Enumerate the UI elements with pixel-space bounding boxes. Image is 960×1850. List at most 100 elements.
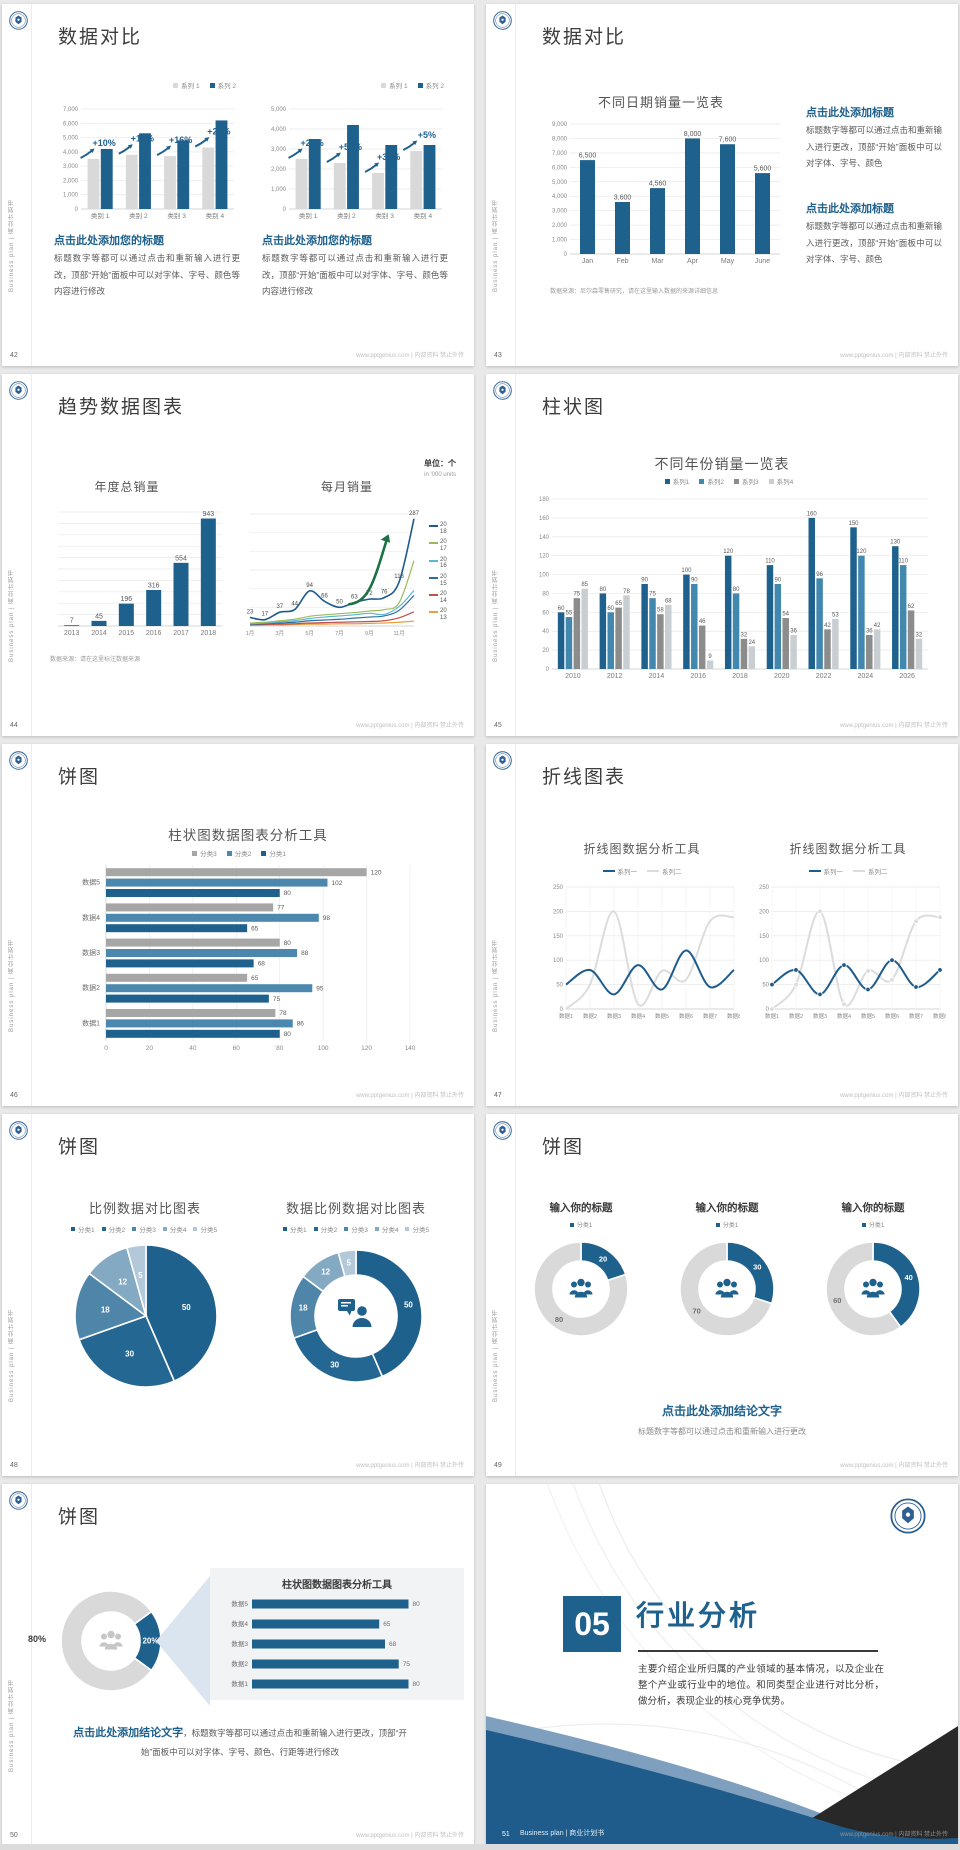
donut-heading-3: 输入你的标题 <box>841 1202 905 1214</box>
svg-text:4,000: 4,000 <box>63 150 79 156</box>
svg-text:3,600: 3,600 <box>614 195 632 202</box>
svg-text:80: 80 <box>542 591 549 597</box>
legend-label: 分类1 <box>868 1223 885 1229</box>
svg-text:18: 18 <box>101 1305 110 1314</box>
page-bottom-band <box>0 1844 960 1850</box>
footer-site: www.pptgenius.com | 内部资料 禁止外传 <box>356 723 464 729</box>
section-title: 行业分析 <box>636 1600 761 1631</box>
page-number: 43 <box>494 352 502 359</box>
caption-body: 标题数字等都可以通过点击和重新输入进行更改，顶部“开始”面板中可以对字体、字号、… <box>262 253 448 297</box>
svg-text:17: 17 <box>262 612 269 618</box>
svg-text:类别 4: 类别 4 <box>414 211 433 220</box>
svg-text:7,600: 7,600 <box>719 137 737 144</box>
slide-46: Business plan | 商业计划书 饼图 柱状图数据图表分析工具 分类3… <box>2 744 474 1106</box>
footer-site: www.pptgenius.com | 内部资料 禁止外传 <box>840 353 948 359</box>
svg-text:1,000: 1,000 <box>63 193 79 199</box>
svg-text:80: 80 <box>284 890 292 897</box>
sidebar-vertical-text: Business plan | 商业计划书 <box>493 568 499 662</box>
svg-text:数据3: 数据3 <box>231 1639 248 1648</box>
donut-chart-20: 20 80 <box>526 1234 636 1344</box>
chart-title-left: 年度总销量 <box>94 480 160 494</box>
slide-title: 数据对比 <box>58 27 143 48</box>
page-number: 46 <box>10 1092 18 1099</box>
svg-text:75: 75 <box>649 592 656 598</box>
svg-text:4,000: 4,000 <box>552 194 568 200</box>
sidebar-vertical-text: Business plan | 商业计划书 <box>493 938 499 1032</box>
svg-text:20: 20 <box>599 1254 607 1263</box>
sidebar-vertical-text: Business plan | 商业计划书 <box>493 1308 499 1402</box>
svg-text:36: 36 <box>866 629 873 635</box>
caption-title: 点击此处添加您的标题 <box>54 235 164 247</box>
svg-text:100: 100 <box>539 573 550 579</box>
svg-text:68: 68 <box>665 598 672 604</box>
sidebar-divider <box>31 4 32 366</box>
svg-text:3,000: 3,000 <box>552 209 568 215</box>
logo-badge-icon <box>493 11 512 30</box>
svg-text:23: 23 <box>247 609 254 615</box>
chart-panel <box>210 1568 464 1700</box>
page-number: 48 <box>10 1462 18 1469</box>
slide-title: 柱状图 <box>542 397 606 418</box>
svg-text:80: 80 <box>600 587 607 593</box>
svg-text:150: 150 <box>759 934 770 940</box>
svg-text:196: 196 <box>120 596 132 603</box>
donut-left-percent: 80% <box>28 1634 47 1644</box>
chart-title-left: 折线图数据分析工具 <box>583 842 701 856</box>
chart-legend: 系列1 系列2 系列3 系列4 <box>664 476 793 486</box>
slide-42: Business plan | 商业计划书 数据对比 系列 1 系列 2 0 1,00… <box>2 4 474 366</box>
svg-text:110: 110 <box>898 559 908 565</box>
svg-text:9月: 9月 <box>365 630 374 637</box>
slide-48: Business plan | 商业计划书 饼图 比例数据对比图表 数据比例数据… <box>2 1114 474 1476</box>
logo-badge-icon <box>493 1121 512 1140</box>
logo-badge-icon <box>493 751 512 770</box>
svg-text:110: 110 <box>765 559 775 565</box>
svg-text:200: 200 <box>759 909 770 915</box>
svg-text:5月: 5月 <box>305 630 314 637</box>
svg-text:60: 60 <box>558 606 565 612</box>
svg-text:72: 72 <box>366 591 373 597</box>
svg-text:200: 200 <box>553 909 564 915</box>
svg-text:Feb: Feb <box>616 258 628 265</box>
svg-text:1,000: 1,000 <box>271 187 287 193</box>
svg-text:58: 58 <box>657 608 664 614</box>
svg-text:150: 150 <box>848 521 859 527</box>
svg-text:数据1: 数据1 <box>231 1679 248 1688</box>
svg-text:30: 30 <box>753 1263 761 1272</box>
svg-text:118: 118 <box>394 574 404 580</box>
slide-title: 饼图 <box>58 1507 101 1528</box>
svg-text:150: 150 <box>553 934 564 940</box>
donut-chart-with-person-icon: 50 30 18 12 5 <box>286 1246 426 1386</box>
donut-legend-2: 分类1 <box>662 1220 792 1229</box>
sidebar-divider <box>515 4 516 366</box>
annual-sales-column-chart: 2013 7 2014 45 2015 196 2016 316 2017 554 2018 943 <box>50 498 226 640</box>
svg-text:Apr: Apr <box>687 258 699 265</box>
svg-text:68: 68 <box>258 961 266 968</box>
svg-text:数据5: 数据5 <box>655 1012 669 1020</box>
logo-badge-icon <box>9 11 28 30</box>
slide-title: 饼图 <box>58 767 101 788</box>
svg-text:65: 65 <box>251 925 259 932</box>
footer-site: www.pptgenius.com | 内部资料 禁止外传 <box>840 1093 948 1099</box>
slide-51: 05 行业分析 主要介绍企业所归属的产业领域的基本情况，以及企业在整个产业或行业… <box>486 1484 958 1846</box>
svg-text:90: 90 <box>691 578 698 584</box>
footer-label: Business plan | 商业计划书 <box>520 1830 605 1837</box>
svg-text:0: 0 <box>75 207 79 213</box>
svg-text:6,000: 6,000 <box>552 165 568 171</box>
svg-text:5,000: 5,000 <box>271 107 287 113</box>
monthly-sales-line-chart: 1月 3月 5月 7月 9月 11月 23 17 37 44 94 66 50 63 72 76 118 287 2… <box>240 498 447 640</box>
svg-text:数据5: 数据5 <box>82 878 100 887</box>
svg-text:86: 86 <box>297 1021 305 1028</box>
svg-text:18: 18 <box>299 1304 308 1313</box>
page-number: 49 <box>494 1462 502 1469</box>
sidebar-vertical-text: Business plan | 商业计划书 <box>9 198 15 292</box>
conclusion-bold: 点击此处添加结论文字 <box>73 1727 184 1739</box>
svg-text:24: 24 <box>748 640 755 646</box>
slide-title: 数据对比 <box>542 27 627 48</box>
sidebar-divider <box>31 374 32 736</box>
svg-text:+10%: +10% <box>92 138 115 148</box>
chart-legend: 分类3 分类2 分类1 <box>192 848 286 858</box>
svg-text:100: 100 <box>553 958 564 964</box>
donut-chart-80-20: 20% <box>52 1582 170 1700</box>
svg-text:数据4: 数据4 <box>631 1012 645 1020</box>
